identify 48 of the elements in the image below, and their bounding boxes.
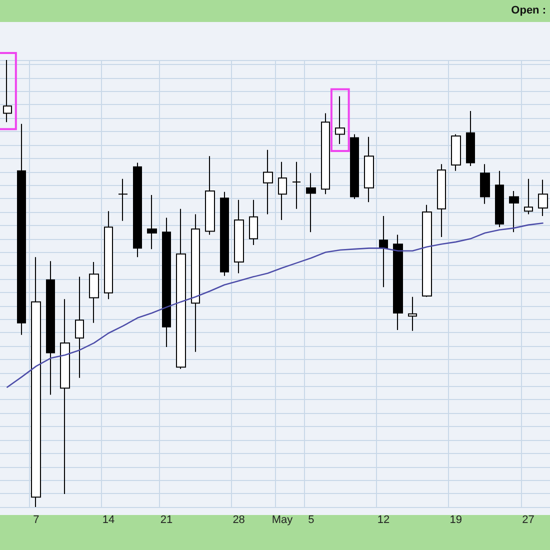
candlestick <box>509 190 519 233</box>
candlestick <box>17 123 26 336</box>
candlestick <box>104 210 113 300</box>
x-tick-label: 21 <box>160 514 173 526</box>
candlestick <box>538 179 548 217</box>
x-tick-label: May <box>272 514 294 526</box>
x-tick-label: 5 <box>308 514 314 526</box>
candlestick <box>350 134 359 200</box>
x-tick-label: 12 <box>377 514 390 526</box>
candlestick <box>422 204 432 298</box>
candlestick <box>205 156 215 236</box>
candlestick <box>379 216 388 288</box>
candlestick <box>249 199 258 246</box>
x-tick-label: 27 <box>522 514 534 526</box>
candlestick <box>480 164 490 204</box>
x-tick-label: 14 <box>102 514 115 526</box>
candlestick <box>89 262 99 324</box>
candlestick <box>451 134 461 172</box>
candlestick <box>3 60 12 123</box>
candlestick <box>495 170 504 228</box>
candlestick <box>321 112 330 195</box>
candlestick <box>118 178 128 222</box>
candlestick <box>60 298 70 495</box>
candlestick <box>133 162 142 258</box>
x-tick-label: 28 <box>232 514 245 526</box>
candlestick <box>147 194 157 250</box>
x-tick-label: 7 <box>33 514 40 526</box>
candlestick <box>191 214 200 352</box>
candlestick <box>176 208 186 370</box>
candlestick <box>220 191 229 276</box>
candlestick <box>466 110 475 166</box>
candlestick <box>335 96 345 145</box>
candlestick <box>31 256 41 508</box>
candlestick <box>46 260 55 396</box>
candlestick <box>306 172 316 233</box>
candlestick <box>234 199 244 274</box>
candlestick <box>278 161 287 221</box>
candlestick <box>393 234 403 330</box>
candlestick <box>162 217 171 348</box>
candlestick <box>364 136 374 203</box>
candlestick <box>263 149 273 215</box>
candlestick <box>437 164 446 238</box>
text: Open : <box>511 4 546 16</box>
candlestick <box>75 276 84 378</box>
candlestick <box>408 296 417 332</box>
candlestick <box>524 178 533 215</box>
x-tick-label: 19 <box>450 514 462 526</box>
candlestick <box>292 161 301 210</box>
